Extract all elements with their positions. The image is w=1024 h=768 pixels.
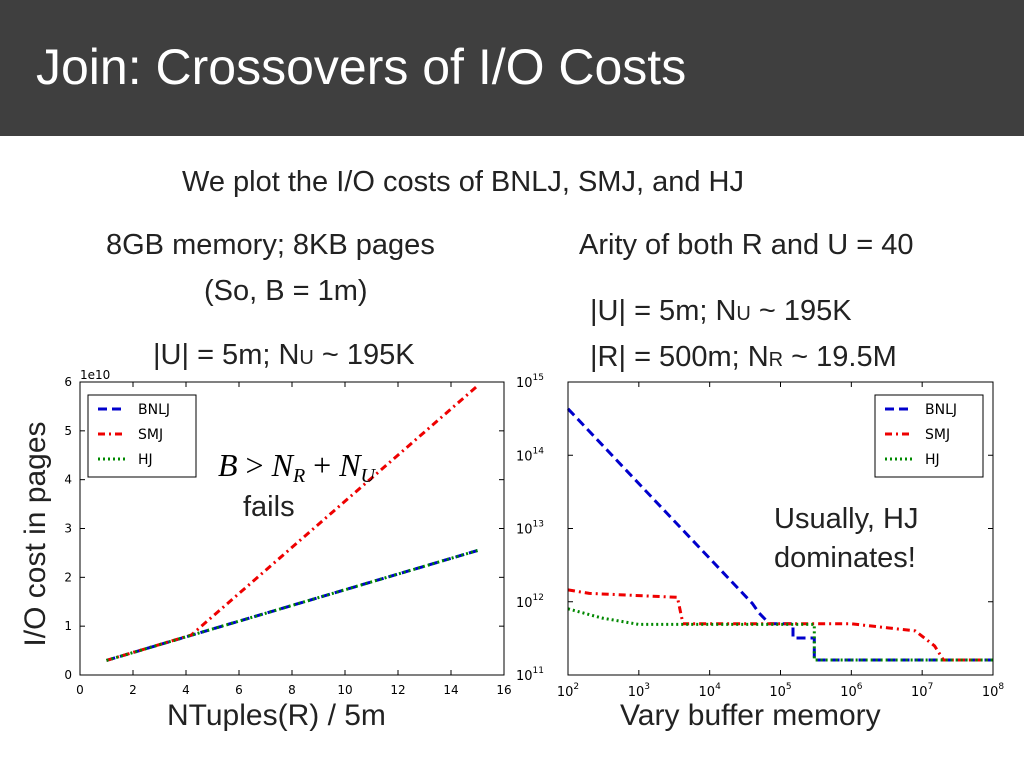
y-tick-label: 4 bbox=[64, 473, 72, 487]
intro-text: We plot the I/O costs of BNLJ, SMJ, and … bbox=[182, 166, 744, 198]
slide-title: Join: Crossovers of I/O Costs bbox=[36, 39, 687, 95]
fails-label: fails bbox=[243, 491, 295, 523]
y-tick-label: 2 bbox=[64, 570, 72, 584]
right-caption-r: |R| = 500m; NR ~ 19.5M bbox=[590, 341, 897, 373]
x-tick-label: 108 bbox=[982, 682, 1005, 700]
right-caption-u: |U| = 5m; NU ~ 195K bbox=[590, 295, 852, 327]
legend-label-hj: HJ bbox=[925, 452, 940, 468]
legend-label-smj: SMJ bbox=[138, 427, 163, 443]
hj-note-line-2: dominates! bbox=[774, 542, 916, 574]
y-tick-label: 1014 bbox=[516, 446, 544, 464]
y-tick-label: 3 bbox=[64, 522, 72, 536]
series-line-smj bbox=[106, 384, 479, 662]
right-x-axis-label: Vary buffer memory bbox=[620, 699, 881, 732]
y-tick-label: 6 bbox=[64, 375, 72, 389]
x-tick-label: 4 bbox=[182, 683, 190, 697]
y-tick-label: 1015 bbox=[516, 373, 544, 391]
x-tick-label: 6 bbox=[235, 683, 243, 697]
legend-label-bnlj: BNLJ bbox=[138, 402, 170, 418]
right-caption-arity: Arity of both R and U = 40 bbox=[579, 229, 914, 261]
y-tick-label: 1013 bbox=[516, 520, 544, 538]
legend-label-smj: SMJ bbox=[925, 427, 950, 443]
y-tick-label: 1012 bbox=[516, 593, 544, 611]
y-tick-label: 0 bbox=[64, 668, 72, 682]
formula-b-gt-nr-plus-nu: B > NR + NU bbox=[218, 447, 375, 487]
x-tick-label: 106 bbox=[840, 682, 863, 700]
x-tick-label: 107 bbox=[911, 682, 933, 700]
plot-frame bbox=[567, 381, 994, 676]
series-line-hj bbox=[567, 607, 993, 662]
x-tick-label: 104 bbox=[699, 682, 722, 700]
plot-frame bbox=[79, 381, 505, 676]
x-tick-label: 103 bbox=[628, 682, 650, 700]
y-multiplier-label: 1e10 bbox=[80, 368, 110, 382]
series-line-smj bbox=[567, 588, 993, 662]
left-caption-memory: 8GB memory; 8KB pages bbox=[106, 229, 435, 261]
title-bar bbox=[0, 0, 1024, 136]
x-tick-label: 0 bbox=[76, 683, 84, 697]
y-tick-label: 1011 bbox=[516, 666, 544, 684]
left-caption-u: |U| = 5m; NU ~ 195K bbox=[153, 339, 415, 371]
x-tick-label: 12 bbox=[390, 683, 405, 697]
x-tick-label: 102 bbox=[557, 682, 579, 700]
x-tick-label: 10 bbox=[337, 683, 352, 697]
legend-box bbox=[87, 394, 197, 478]
left-caption-buffer: (So, B = 1m) bbox=[204, 275, 368, 307]
x-tick-label: 8 bbox=[288, 683, 296, 697]
x-tick-label: 16 bbox=[496, 683, 511, 697]
hj-note-line-1: Usually, HJ bbox=[774, 503, 919, 535]
x-tick-label: 105 bbox=[769, 682, 791, 700]
y-tick-label: 1 bbox=[64, 619, 72, 633]
y-tick-label: 5 bbox=[64, 424, 72, 438]
series-line-bnlj bbox=[106, 549, 478, 662]
legend-label-hj: HJ bbox=[138, 452, 153, 468]
legend-label-bnlj: BNLJ bbox=[925, 402, 957, 418]
left-x-axis-label: NTuples(R) / 5m bbox=[167, 699, 386, 732]
x-tick-label: 2 bbox=[129, 683, 137, 697]
x-tick-label: 14 bbox=[443, 683, 458, 697]
